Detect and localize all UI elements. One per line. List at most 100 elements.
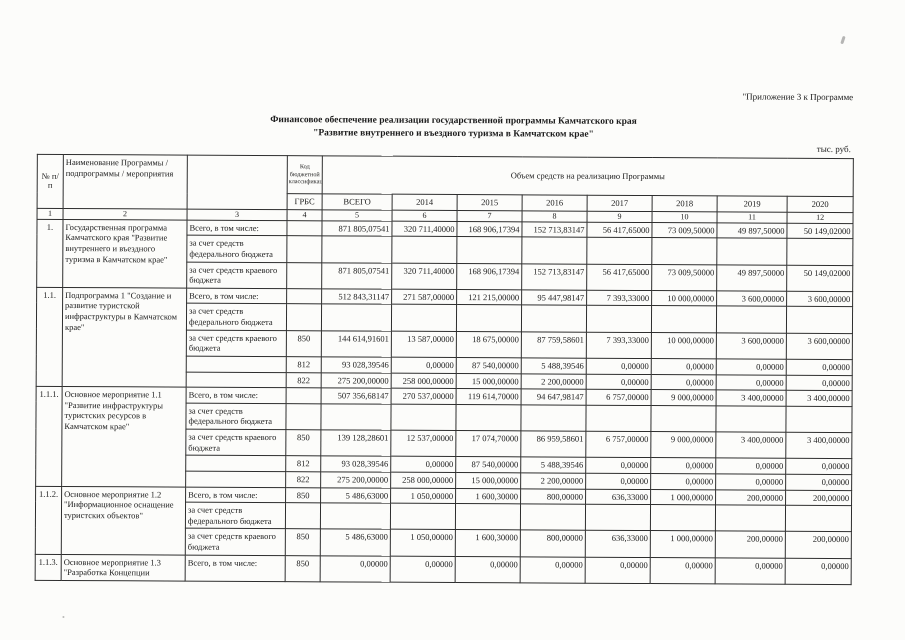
row-value: 73 009,50000 bbox=[651, 264, 717, 291]
row-value bbox=[585, 404, 652, 432]
row-value: 1 000,00000 bbox=[650, 530, 716, 558]
finance-table-body: 1. Государственная программа Камчатского … bbox=[35, 218, 854, 585]
row-value: 121 215,00000 bbox=[456, 289, 522, 306]
row-index: 1.1.2. bbox=[35, 485, 62, 555]
col-header-volume: Объем средств на реализацию Программы bbox=[322, 155, 854, 197]
row-value bbox=[651, 237, 717, 265]
row-value: 1 050,00000 bbox=[390, 529, 456, 557]
row-value: 200,00000 bbox=[715, 531, 786, 558]
row-value: 871 805,07541 bbox=[321, 220, 393, 237]
row-value: 2 200,00000 bbox=[521, 373, 587, 390]
col-index-3: 3 bbox=[187, 208, 288, 221]
row-funding-label: за счет средств федерального бюджета bbox=[185, 502, 286, 530]
row-value bbox=[586, 305, 652, 333]
row-value bbox=[785, 505, 852, 532]
row-value bbox=[585, 504, 651, 531]
row-funding-label bbox=[185, 455, 286, 472]
row-value: 636,33000 bbox=[585, 488, 651, 505]
row-value: 9 000,00000 bbox=[650, 431, 716, 459]
row-value: 3 600,00000 bbox=[716, 332, 787, 360]
row-value bbox=[456, 236, 522, 264]
row-index: 1. bbox=[36, 218, 64, 288]
row-grbs-code: 850 bbox=[285, 429, 321, 457]
row-value: 95 447,98147 bbox=[521, 289, 587, 306]
col-header-budget-code: Код бюджетной классификации bbox=[287, 155, 323, 194]
col-index-6: 6 bbox=[392, 209, 458, 222]
row-funding-label: за счет средств краевого бюджета bbox=[185, 429, 286, 456]
row-value bbox=[390, 503, 456, 530]
row-value: 13 587,00000 bbox=[391, 330, 457, 358]
row-value bbox=[456, 304, 522, 332]
row-value bbox=[650, 405, 717, 432]
row-value: 320 711,40000 bbox=[391, 262, 457, 290]
row-grbs-code bbox=[286, 235, 322, 263]
row-value: 93 028,39546 bbox=[320, 456, 391, 473]
row-value: 87 540,00000 bbox=[455, 456, 521, 473]
row-funding-label: за счет средств федерального бюджета bbox=[186, 235, 287, 263]
row-value: 258 000,00000 bbox=[391, 372, 457, 389]
row-value: 200,00000 bbox=[785, 489, 852, 506]
finance-table: № п/п Наименование Программы / подпрогра… bbox=[35, 154, 854, 585]
row-value: 0,00000 bbox=[320, 555, 391, 583]
col-index-4: 4 bbox=[287, 209, 323, 221]
row-grbs-code: 812 bbox=[286, 356, 322, 373]
row-value bbox=[521, 237, 587, 264]
row-value: 0,00000 bbox=[585, 556, 651, 584]
row-grbs-code bbox=[286, 288, 322, 305]
col-header-total: ВСЕГО bbox=[322, 193, 393, 210]
row-funding-label: за счет средств федерального бюджета bbox=[186, 303, 287, 331]
row-grbs-code bbox=[285, 502, 321, 530]
row-value: 0,00000 bbox=[520, 556, 586, 584]
row-grbs-code: 850 bbox=[285, 487, 321, 503]
row-value bbox=[785, 405, 853, 433]
row-value bbox=[715, 505, 786, 532]
row-value: 800,00000 bbox=[520, 530, 586, 557]
col-header-year-2018: 2018 bbox=[652, 195, 718, 212]
row-value: 0,00000 bbox=[785, 474, 852, 491]
row-value: 0,00000 bbox=[586, 373, 652, 390]
row-grbs-code: 850 bbox=[285, 529, 321, 556]
corner-note: "Приложение 3 к Программе bbox=[742, 91, 854, 103]
row-value: 0,00000 bbox=[716, 358, 787, 375]
row-value: 10 000,00000 bbox=[651, 332, 717, 359]
header-row-main: № п/п Наименование Программы / подпрогра… bbox=[37, 154, 854, 210]
row-value: 0,00000 bbox=[390, 555, 456, 583]
row-program-name: Основное мероприятие 1.3 "Разработка Кон… bbox=[61, 554, 186, 581]
row-value: 200,00000 bbox=[785, 531, 852, 559]
row-value bbox=[716, 238, 787, 265]
row-value: 139 128,28601 bbox=[320, 429, 391, 457]
row-value: 93 028,39546 bbox=[321, 356, 392, 373]
col-index-5: 5 bbox=[322, 209, 393, 221]
row-value: 10 000,00000 bbox=[651, 290, 717, 307]
row-program-name: Основное мероприятие 1.2 "Информационное… bbox=[61, 485, 186, 555]
document-title: Финансовое обеспечение реализации госуда… bbox=[1, 113, 905, 144]
row-value: 0,00000 bbox=[650, 557, 716, 584]
row-funding-label: Всего, в том числе: bbox=[185, 486, 286, 503]
row-value bbox=[650, 504, 716, 532]
row-value bbox=[586, 237, 652, 265]
row-grbs-code: 822 bbox=[286, 372, 322, 388]
row-value bbox=[321, 304, 392, 331]
row-value: 512 843,31147 bbox=[321, 288, 392, 305]
row-value: 5 486,63000 bbox=[320, 529, 391, 556]
row-value: 800,00000 bbox=[520, 488, 586, 505]
row-value: 86 959,58601 bbox=[520, 430, 586, 458]
row-program-name: Подпрограмма 1 "Создание и развитие тури… bbox=[62, 287, 187, 388]
row-value: 200,00000 bbox=[715, 489, 786, 506]
row-index: 1.1.3. bbox=[35, 553, 62, 581]
row-value: 0,00000 bbox=[650, 457, 716, 474]
row-value: 119 614,70000 bbox=[456, 388, 522, 405]
row-funding-label bbox=[185, 470, 286, 488]
row-value: 636,33000 bbox=[585, 530, 651, 558]
row-grbs-code: 822 bbox=[285, 471, 321, 488]
col-header-grbs: ГРБС bbox=[287, 193, 323, 210]
scan-artifact bbox=[840, 35, 846, 45]
col-header-year-2020: 2020 bbox=[787, 196, 854, 213]
row-value: 1 000,00000 bbox=[650, 489, 716, 506]
col-index-7: 7 bbox=[457, 210, 523, 222]
row-value: 15 000,00000 bbox=[455, 472, 521, 489]
row-value: 144 614,91601 bbox=[321, 330, 392, 358]
row-value: 7 393,33000 bbox=[586, 331, 652, 359]
row-value: 320 711,40000 bbox=[391, 220, 458, 237]
